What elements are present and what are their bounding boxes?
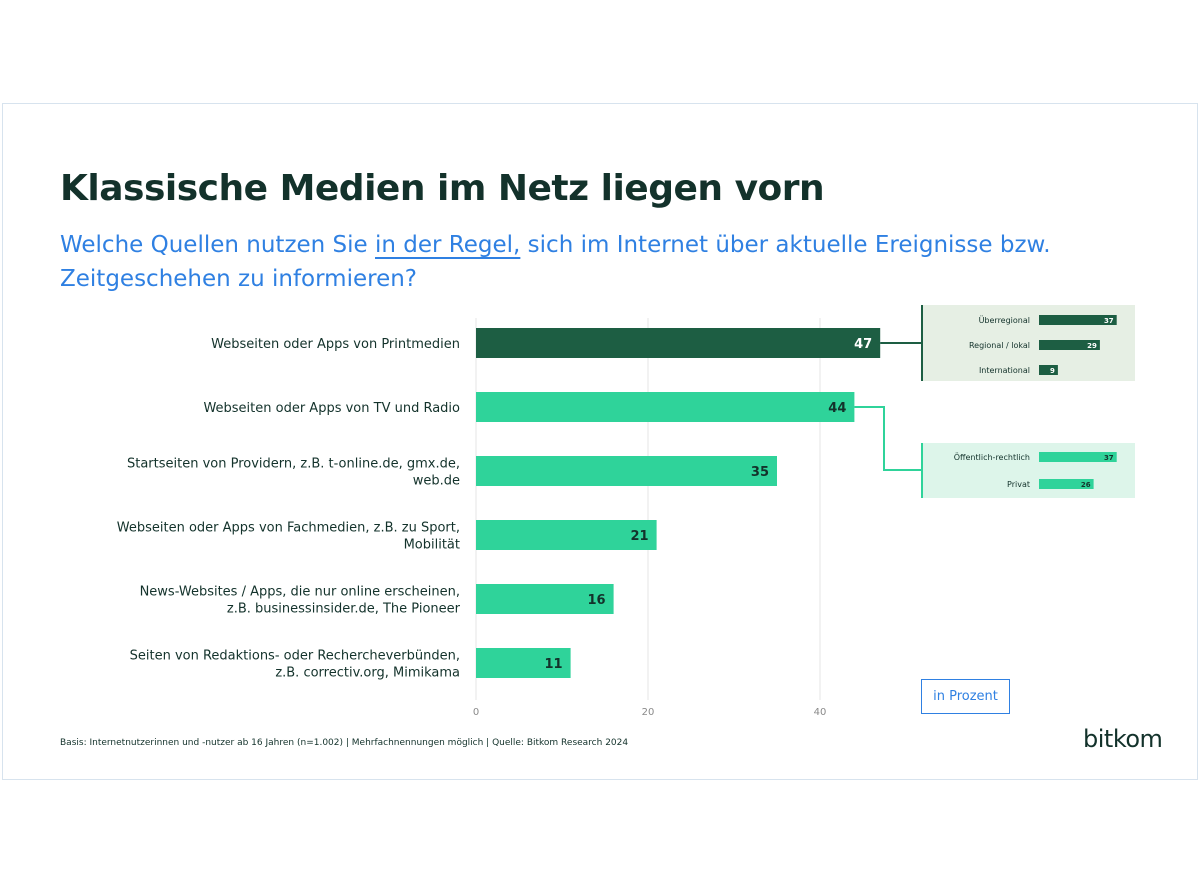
bar-value-6: 11: [545, 657, 563, 672]
bar-value-2: 44: [828, 401, 846, 416]
chart-card: [2, 103, 1198, 780]
bar-value-4: 21: [631, 529, 649, 544]
category-label-5-line-2: z.B. businessinsider.de, The Pioneer: [227, 602, 461, 617]
breakdown-label-print-3: International: [979, 366, 1030, 375]
x-tick-label-40: 40: [814, 707, 827, 718]
breakdown-label-tvradio-1: Öffentlich-rechtlich: [954, 452, 1030, 462]
chart-title: Klassische Medien im Netz liegen vorn: [60, 168, 825, 209]
bar-5: [476, 584, 614, 614]
bar-6: [476, 648, 571, 678]
breakdown-value-print-3: 9: [1050, 367, 1055, 375]
bar-1: [476, 328, 881, 358]
breakdown-bar-print-1: [1039, 315, 1117, 325]
subtitle-text-end: sich im Internet über aktuelle Ereigniss…: [60, 232, 1051, 292]
unit-badge: in Prozent: [921, 679, 1010, 714]
breakdown-bar-tvradio-2: [1039, 479, 1094, 489]
category-label-3-line-2: web.de: [413, 474, 460, 489]
category-label-6-line-1: Seiten von Redaktions- oder Recherchever…: [130, 649, 460, 664]
breakdown-value-tvradio-1: 37: [1104, 454, 1114, 462]
breakdown-label-tvradio-2: Privat: [1007, 480, 1030, 489]
breakdown-bar-print-3: [1039, 365, 1058, 375]
chart-subtitle: Welche Quellen nutzen Sie in der Regel, …: [60, 228, 1150, 296]
bar-3: [476, 456, 777, 486]
bar-value-5: 16: [588, 593, 606, 608]
category-label-5-line-1: News-Websites / Apps, die nur online ers…: [140, 585, 460, 600]
category-label-2: Webseiten oder Apps von TV und Radio: [203, 401, 460, 416]
bar-4: [476, 520, 657, 550]
breakdown-value-tvradio-2: 26: [1081, 481, 1091, 489]
subtitle-text-start: Welche Quellen nutzen Sie: [60, 232, 376, 258]
x-tick-label-0: 0: [473, 707, 479, 718]
connector-tvradio: [854, 406, 922, 471]
breakdown-label-print-2: Regional / lokal: [969, 341, 1030, 350]
bar-value-1: 47: [854, 337, 872, 352]
breakdown-value-print-2: 29: [1087, 342, 1097, 350]
footnote: Basis: Internetnutzerinnen und -nutzer a…: [60, 738, 629, 748]
bitkom-logo: bitkom: [1083, 725, 1163, 753]
category-label-4-line-2: Mobilität: [404, 538, 460, 553]
breakdown-value-print-1: 37: [1104, 317, 1114, 325]
category-label-3-line-1: Startseiten von Providern, z.B. t-online…: [127, 457, 460, 472]
x-tick-label-20: 20: [642, 707, 655, 718]
bar-value-3: 35: [751, 465, 769, 480]
breakdown-bar-print-2: [1039, 340, 1100, 350]
breakdown-label-print-1: Überregional: [979, 315, 1030, 325]
category-label-6-line-2: z.B. correctiv.org, Mimikama: [275, 666, 460, 681]
category-label-1: Webseiten oder Apps von Printmedien: [211, 337, 460, 352]
subtitle-emphasis: in der Regel,: [375, 232, 521, 258]
category-label-4-line-1: Webseiten oder Apps von Fachmedien, z.B.…: [117, 521, 460, 536]
breakdown-panel-tvradio: [922, 443, 1135, 498]
breakdown-bar-tvradio-1: [1039, 452, 1117, 462]
bar-2: [476, 392, 855, 422]
